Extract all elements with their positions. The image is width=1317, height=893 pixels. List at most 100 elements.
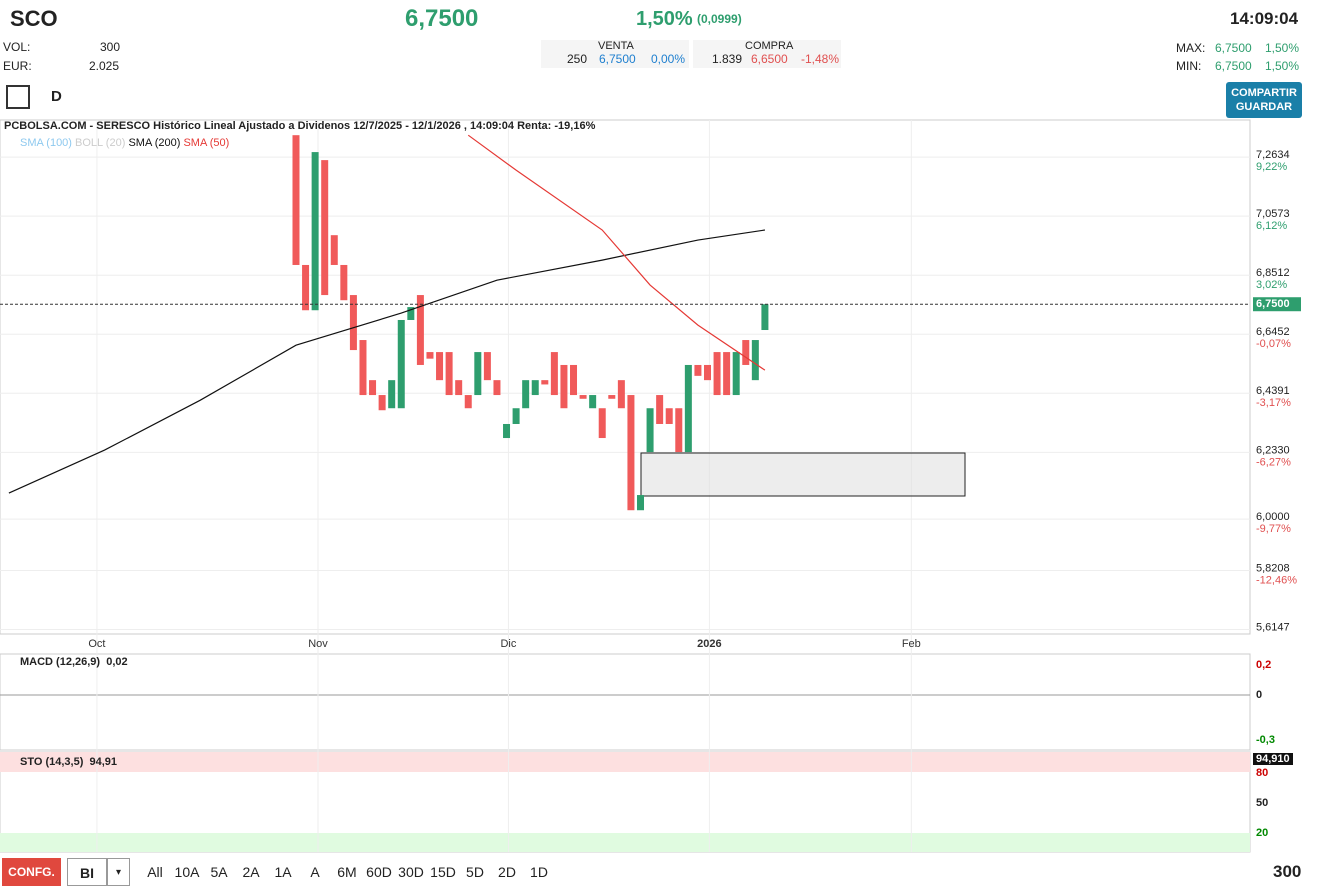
- candle-body: [608, 395, 616, 399]
- candle-body: [579, 395, 587, 399]
- candle-body: [627, 395, 635, 511]
- candle-body: [493, 380, 501, 396]
- compra-pct: -1,48%: [801, 52, 840, 66]
- time: 14:09:04: [1230, 9, 1299, 28]
- macd-pane: [0, 653, 1251, 751]
- macd-label: MACD (12,26,9) 0,02: [20, 656, 128, 668]
- y-tick-label: 6,2330: [1256, 444, 1290, 456]
- legend-entry: SMA (50): [183, 137, 230, 149]
- range-button[interactable]: 1D: [530, 864, 548, 880]
- candle-body: [292, 135, 300, 265]
- range-button[interactable]: 6M: [337, 864, 357, 880]
- share-button[interactable]: COMPARTIR GUARDAR: [1226, 82, 1302, 118]
- compra-box: [693, 40, 841, 68]
- y-tick-pct: -9,77%: [1256, 523, 1291, 535]
- candle-body: [445, 352, 453, 396]
- range-button[interactable]: 5D: [466, 864, 484, 880]
- chart-title: PCBOLSA.COM - SERESCO Histórico Lineal A…: [4, 120, 596, 132]
- max-label: MAX:: [1176, 41, 1206, 55]
- candle-body: [742, 340, 750, 365]
- candle-body: [694, 364, 702, 376]
- sto-overbought: [0, 752, 1250, 772]
- price-pane: [0, 119, 1251, 635]
- eur-label: EUR:: [3, 59, 32, 73]
- y-tick-pct: -3,17%: [1256, 397, 1291, 409]
- panel-toggle[interactable]: [6, 85, 30, 109]
- candle-body: [397, 319, 405, 409]
- share: COMPARTIR: [1231, 87, 1297, 99]
- mode-arrow[interactable]: ▾: [107, 858, 130, 886]
- candle-body: [684, 364, 692, 453]
- x-tick-label: 2026: [697, 638, 721, 650]
- compra-label: COMPRA: [745, 40, 794, 52]
- candle-body: [340, 264, 348, 301]
- y-tick-pct: -6,27%: [1256, 456, 1291, 468]
- sto-tick: 50: [1256, 797, 1269, 809]
- candle-body: [589, 395, 597, 409]
- range-button[interactable]: 10A: [174, 864, 200, 880]
- min-pct: 1,50%: [1265, 59, 1300, 73]
- sto-value: 94,91: [89, 756, 118, 768]
- candle-body: [474, 352, 482, 396]
- venta-price: 6,7500: [599, 52, 636, 66]
- legend-entry: SMA (100): [20, 137, 72, 149]
- candle-body: [483, 352, 491, 381]
- candle-body: [598, 408, 606, 439]
- sto-oversold: [0, 833, 1250, 852]
- mode-select[interactable]: BI: [67, 858, 107, 886]
- venta-box: [541, 40, 689, 68]
- candle-body: [426, 352, 434, 359]
- candle-body: [311, 152, 319, 311]
- candle-body: [388, 380, 396, 409]
- candle-body: [751, 340, 759, 381]
- candle-body: [455, 380, 463, 396]
- range-button[interactable]: 15D: [430, 864, 456, 880]
- min: 6,7500: [1215, 59, 1252, 73]
- range-button[interactable]: All: [147, 864, 163, 880]
- range-button[interactable]: 2D: [498, 864, 516, 880]
- period[interactable]: D: [51, 88, 62, 105]
- range-button[interactable]: 5A: [210, 864, 228, 880]
- range-button[interactable]: A: [310, 864, 320, 880]
- y-tick-label: 6,4391: [1256, 385, 1290, 397]
- candle-body: [713, 352, 721, 396]
- y-tick-label: 5,6147: [1256, 621, 1290, 633]
- min-label: MIN:: [1176, 59, 1202, 73]
- y-tick-label: 6,6452: [1256, 326, 1290, 338]
- y-tick-label: 7,2634: [1256, 149, 1290, 161]
- vol: 300: [100, 40, 121, 54]
- range-button[interactable]: 30D: [398, 864, 424, 880]
- range-button[interactable]: 2A: [242, 864, 260, 880]
- x-tick-label: Nov: [308, 638, 328, 650]
- eur: 2.025: [89, 59, 120, 73]
- price: 6,7500: [405, 5, 479, 32]
- max: 6,7500: [1215, 41, 1252, 55]
- max-pct: 1,50%: [1265, 41, 1300, 55]
- macd-tick: 0: [1256, 689, 1263, 701]
- candle-body: [378, 395, 386, 411]
- range-button[interactable]: 60D: [366, 864, 392, 880]
- candle-body: [330, 235, 338, 265]
- candle-body: [617, 380, 625, 409]
- config-button[interactable]: CONFG.: [2, 858, 61, 886]
- range-button[interactable]: 1A: [274, 864, 292, 880]
- y-tick-label: 6,8512: [1256, 267, 1290, 279]
- sto-label: STO (14,3,5) 94,91: [20, 756, 117, 768]
- candle-body: [359, 340, 367, 396]
- x-tick-label: Dic: [500, 638, 516, 650]
- macd-value: 0,02: [106, 656, 128, 668]
- symbol: SCO: [10, 6, 58, 31]
- x-tick-label: Oct: [88, 638, 105, 650]
- candle-body: [732, 352, 740, 396]
- y-tick-label: 7,0573: [1256, 208, 1290, 220]
- sma-line: [8, 229, 765, 494]
- sto-name: STO (14,3,5): [20, 756, 84, 768]
- compra-price: 6,6500: [751, 52, 788, 66]
- macd-tick: 0,2: [1256, 659, 1272, 671]
- candle-body: [637, 495, 645, 511]
- y-tick-label: 5,8208: [1256, 562, 1290, 574]
- macd-name: MACD (12,26,9): [20, 656, 101, 668]
- candle-body: [349, 295, 357, 351]
